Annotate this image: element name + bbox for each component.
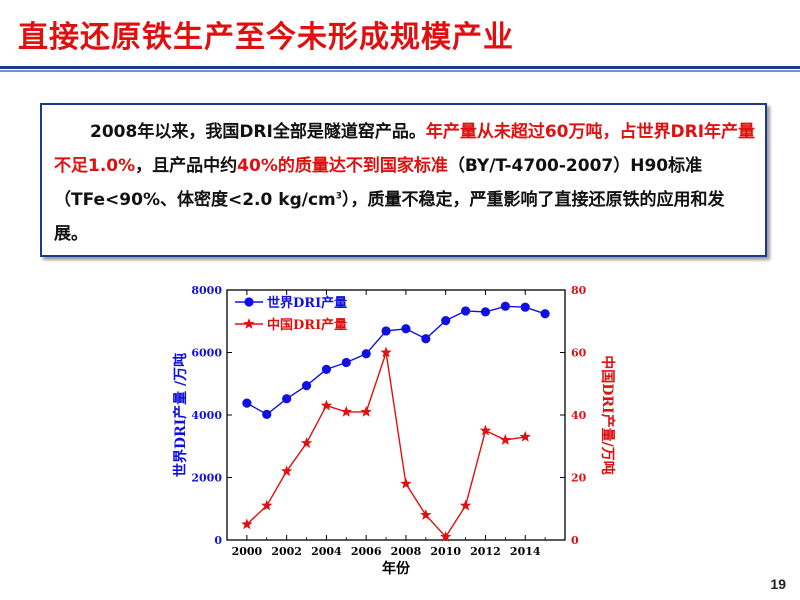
series-line-0 — [246, 305, 546, 416]
text-segment-red-1: 年产量从未超过60万吨，占世界DRI年产量不足1.0% — [54, 122, 756, 176]
y-right-tick-label: 20 — [571, 472, 587, 485]
world-data-point — [321, 364, 332, 374]
page-number: 19 — [770, 576, 786, 592]
x-tick-label: 2004 — [311, 545, 342, 558]
x-axis-label: 年份 — [382, 560, 411, 577]
china-data-point — [280, 465, 293, 477]
china-data-point — [440, 530, 452, 542]
x-tick-label: 2012 — [470, 545, 501, 558]
y-left-tick-label: 6000 — [191, 347, 222, 360]
x-tick-label: 2008 — [391, 545, 422, 558]
y-right-tick-label: 60 — [571, 347, 587, 360]
china-data-point — [519, 430, 531, 442]
world-data-point — [520, 302, 530, 312]
dri-production-chart: 2000 2002 2004 2006 2008 2010 2012 201402000400… — [172, 284, 616, 577]
world-data-point — [262, 409, 272, 419]
china-data-point — [420, 509, 432, 520]
china-data-point — [360, 405, 372, 417]
superscript-3: 3 — [335, 191, 343, 202]
y-right-tick-label: 80 — [571, 284, 587, 297]
title-divider-accent — [0, 70, 800, 72]
summary-textbox: 2008年以来，我国DRI全部是隧道窑产品。年产量从未超过60万吨，占世界DRI… — [40, 103, 767, 257]
series-line-1 — [246, 352, 526, 539]
legend-china-marker — [243, 318, 255, 329]
china-data-point — [400, 477, 412, 489]
world-data-point — [381, 326, 391, 336]
text-segment-2: ，且产品中约 — [135, 156, 238, 176]
y-left-axis-label: 世界DRI产量 /万吨 — [172, 353, 189, 477]
legend-world-label: 世界DRI产量 — [267, 295, 347, 311]
y-right-tick-label: 40 — [571, 409, 587, 422]
y-right-axis-label: 中国DRI产量/万吨 — [599, 355, 616, 474]
china-data-point — [261, 499, 273, 511]
y-left-tick-label: 0 — [214, 534, 222, 547]
world-data-point — [301, 381, 312, 391]
world-data-point — [401, 324, 411, 334]
china-data-point — [380, 346, 392, 358]
world-data-point — [540, 309, 550, 319]
china-data-point — [459, 499, 472, 511]
title-divider — [0, 66, 800, 69]
legend-world-marker — [244, 297, 254, 307]
world-data-point — [500, 301, 510, 311]
text-segment-3: （BY/T-4700-2007）H90标准（TFe<90%、体密度<2.0 kg… — [54, 156, 703, 210]
china-data-point — [499, 434, 512, 445]
world-data-point — [341, 357, 351, 368]
world-data-point — [460, 306, 471, 316]
world-data-point — [441, 316, 451, 326]
text-segment-red-2: 40%的质量达不到国家标准 — [237, 156, 448, 176]
text-segment-1: 2008年以来，我国DRI全部是隧道窑产品。 — [90, 122, 426, 142]
y-left-tick-label: 4000 — [191, 409, 222, 422]
china-data-point — [300, 437, 313, 448]
world-data-point — [361, 349, 371, 359]
china-data-point — [479, 424, 492, 436]
world-data-point — [421, 334, 431, 344]
slide-title: 直接还原铁生产至今未形成规模产业 — [18, 20, 514, 55]
legend-china-label: 中国DRI产量 — [267, 317, 347, 333]
y-left-tick-label: 2000 — [191, 472, 222, 485]
china-data-point — [320, 399, 333, 411]
china-data-point — [340, 405, 352, 417]
y-right-tick-label: 0 — [571, 534, 579, 547]
y-left-tick-label: 8000 — [191, 284, 222, 297]
x-tick-label: 2014 — [510, 545, 541, 558]
x-tick-label: 2000 — [232, 545, 263, 558]
text-segment-4: ），质量不稳定，严重影响了直接还原铁的应用和发展。 — [54, 190, 725, 244]
x-tick-label: 2010 — [430, 545, 461, 558]
china-data-point — [241, 518, 253, 530]
x-tick-label: 2002 — [271, 545, 302, 558]
world-data-point — [480, 307, 491, 317]
x-tick-label: 2006 — [351, 545, 382, 558]
world-data-point — [242, 398, 252, 408]
world-data-point — [282, 394, 292, 404]
